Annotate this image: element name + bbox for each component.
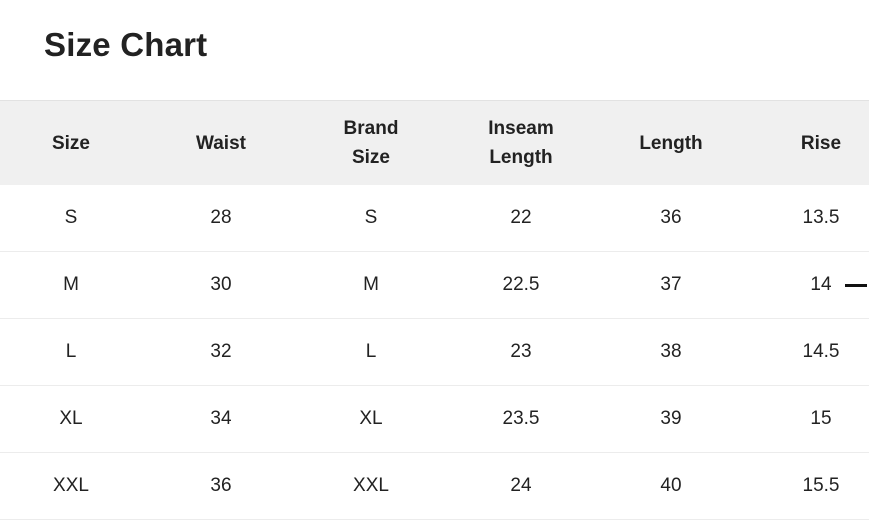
table-cell: L — [65, 341, 77, 362]
table-cell: 15 — [810, 408, 832, 429]
table-cell: L — [365, 341, 377, 362]
table-cell: XXL — [353, 475, 389, 496]
column-header: Waist — [196, 132, 246, 154]
column-header: Length — [639, 132, 703, 154]
table-cell: S — [64, 207, 78, 228]
table-cell: 14 — [810, 274, 832, 295]
table-row: XXL 36 XXL 24 40 15.5 — [0, 453, 869, 520]
table-cell: 23 — [510, 341, 532, 362]
table-cell: 34 — [210, 408, 232, 429]
table-cell: XL — [359, 408, 383, 429]
table-cell: 28 — [210, 207, 232, 228]
table-cell: 36 — [210, 475, 232, 496]
column-header: Rise — [800, 132, 842, 154]
table-cell: 32 — [210, 341, 232, 362]
table-row: S 28 S 22 36 13.5 — [0, 185, 869, 252]
column-header: Size — [51, 132, 91, 154]
size-chart-table: Size Waist Brand Size Inseam Length Length Ri… — [0, 100, 869, 520]
dash-marker — [845, 284, 867, 287]
table-cell: 40 — [660, 475, 682, 496]
table-cell: 13.5 — [802, 207, 840, 228]
table-cell: S — [364, 207, 378, 228]
table-cell: 14.5 — [802, 341, 840, 362]
table-cell: 22 — [510, 207, 532, 228]
table-cell: 23.5 — [502, 408, 540, 429]
table-row: M 30 M 22.5 37 14 — [0, 252, 869, 319]
column-header: Inseam Length — [488, 118, 554, 168]
table-cell: XXL — [53, 475, 89, 496]
table-cell: XL — [59, 408, 83, 429]
table-cell: 38 — [660, 341, 682, 362]
table-row: L 32 L 23 38 14.5 — [0, 319, 869, 386]
table-cell: 24 — [510, 475, 532, 496]
column-header: Brand Size — [343, 118, 399, 168]
table-cell: 39 — [660, 408, 682, 429]
table-cell: 22.5 — [502, 274, 540, 295]
table-cell: 15.5 — [802, 475, 840, 496]
table-cell: 36 — [660, 207, 682, 228]
table-cell: M — [363, 274, 379, 295]
table-cell: 30 — [210, 274, 232, 295]
table-cell: M — [63, 274, 79, 295]
page-title: Size Chart — [44, 26, 208, 63]
table-cell: 37 — [660, 274, 682, 295]
table-header: Size Waist Brand Size Inseam Length Length Ri… — [0, 100, 869, 185]
table-row: XL 34 XL 23.5 39 15 — [0, 386, 869, 453]
